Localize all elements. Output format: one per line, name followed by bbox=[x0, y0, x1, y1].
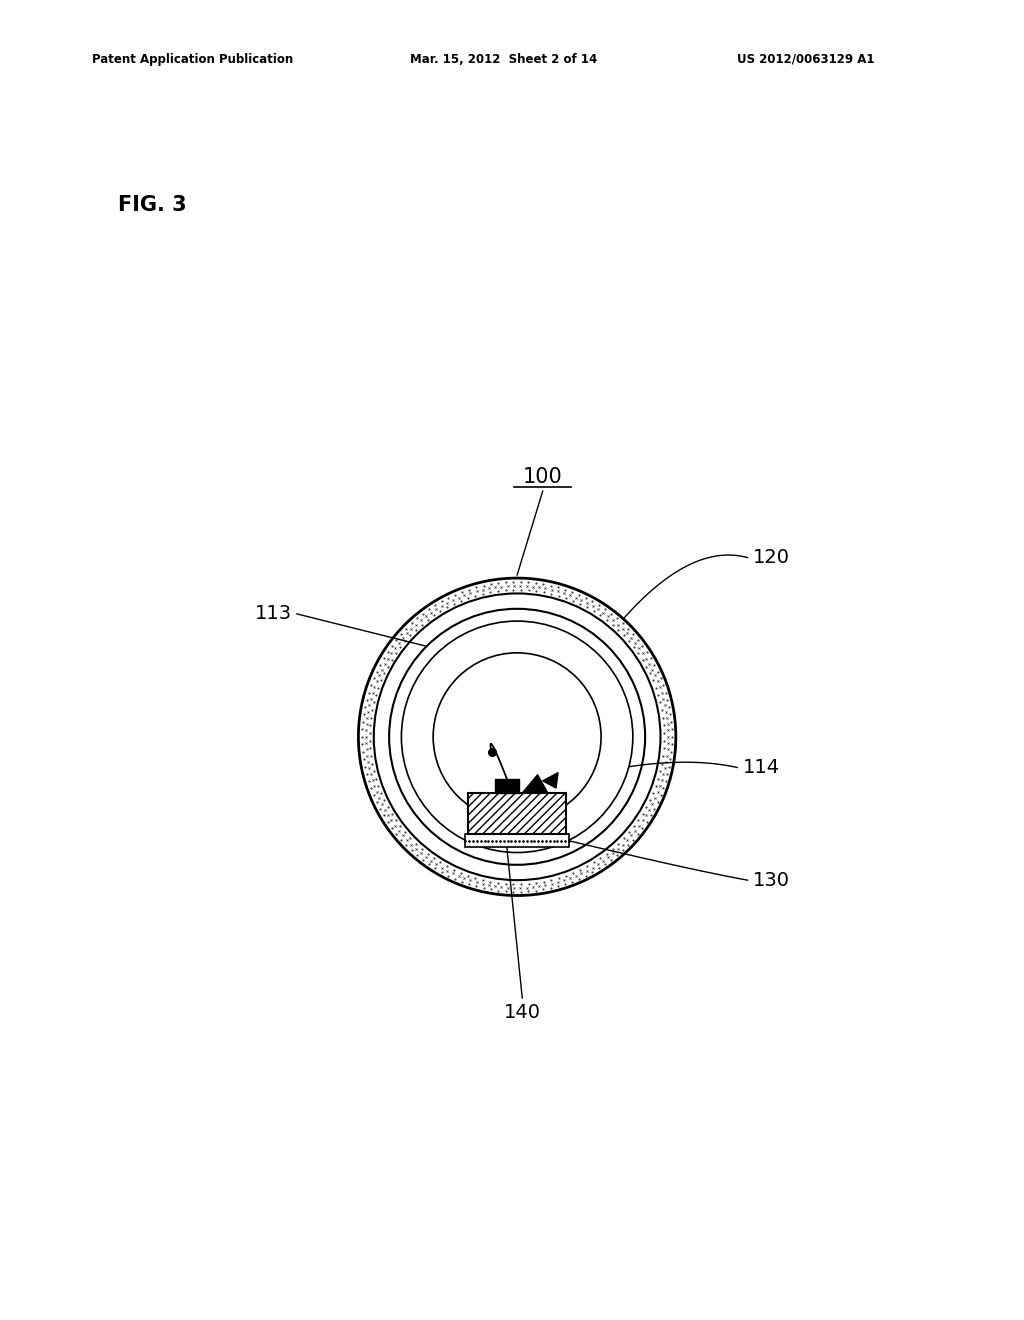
Text: Mar. 15, 2012  Sheet 2 of 14: Mar. 15, 2012 Sheet 2 of 14 bbox=[410, 53, 597, 66]
Text: 113: 113 bbox=[255, 605, 292, 623]
Bar bbox=[465, 834, 569, 847]
Bar bbox=[495, 779, 519, 793]
Text: 100: 100 bbox=[523, 467, 562, 487]
Text: 114: 114 bbox=[742, 758, 779, 777]
Polygon shape bbox=[522, 775, 548, 793]
Text: 120: 120 bbox=[753, 548, 790, 568]
Text: US 2012/0063129 A1: US 2012/0063129 A1 bbox=[737, 53, 874, 66]
Circle shape bbox=[374, 594, 660, 880]
Text: Patent Application Publication: Patent Application Publication bbox=[92, 53, 294, 66]
Bar bbox=[469, 793, 565, 834]
Circle shape bbox=[358, 578, 676, 895]
Text: 140: 140 bbox=[504, 1003, 541, 1022]
Bar bbox=[469, 793, 565, 834]
Text: FIG. 3: FIG. 3 bbox=[118, 195, 186, 215]
Polygon shape bbox=[543, 772, 558, 788]
Text: 130: 130 bbox=[753, 871, 790, 890]
